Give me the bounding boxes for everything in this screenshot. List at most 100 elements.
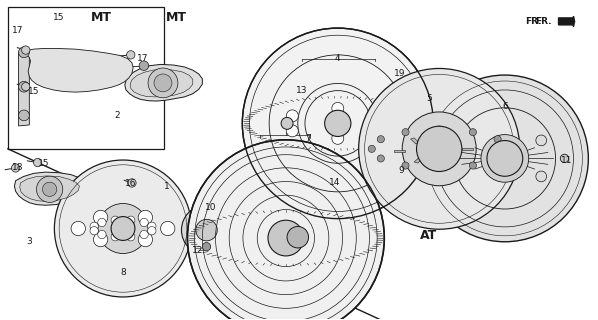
Ellipse shape	[503, 145, 510, 152]
Ellipse shape	[435, 164, 443, 172]
Text: 17: 17	[137, 54, 148, 63]
Ellipse shape	[98, 204, 148, 253]
Ellipse shape	[139, 61, 149, 70]
Ellipse shape	[390, 134, 399, 143]
Ellipse shape	[148, 227, 156, 235]
Ellipse shape	[54, 160, 191, 297]
Ellipse shape	[377, 110, 389, 122]
Polygon shape	[14, 172, 87, 205]
Ellipse shape	[148, 222, 156, 230]
Ellipse shape	[359, 68, 520, 229]
Ellipse shape	[90, 227, 98, 235]
Text: 1: 1	[164, 182, 169, 191]
Ellipse shape	[111, 217, 135, 240]
Text: 2: 2	[114, 111, 120, 120]
Ellipse shape	[536, 135, 547, 146]
Polygon shape	[130, 69, 193, 97]
Ellipse shape	[368, 145, 376, 152]
Bar	[395, 150, 405, 152]
Text: 16: 16	[125, 180, 136, 188]
Ellipse shape	[494, 155, 501, 162]
Ellipse shape	[377, 125, 389, 137]
Ellipse shape	[481, 135, 529, 182]
Ellipse shape	[22, 46, 30, 54]
Ellipse shape	[161, 221, 175, 236]
Text: 9: 9	[399, 166, 404, 175]
Ellipse shape	[422, 75, 588, 242]
Ellipse shape	[325, 110, 351, 136]
Ellipse shape	[402, 129, 409, 136]
Ellipse shape	[427, 153, 437, 164]
Text: 4: 4	[335, 53, 341, 62]
Bar	[8, 7, 164, 149]
Ellipse shape	[560, 154, 569, 163]
Ellipse shape	[487, 140, 523, 176]
Ellipse shape	[417, 126, 462, 172]
Ellipse shape	[268, 220, 304, 256]
Text: 7: 7	[306, 134, 312, 143]
Ellipse shape	[469, 129, 477, 136]
Ellipse shape	[281, 117, 293, 129]
Ellipse shape	[332, 102, 344, 114]
Text: MT: MT	[166, 11, 187, 24]
Bar	[444, 137, 453, 143]
Ellipse shape	[93, 232, 108, 247]
Ellipse shape	[469, 162, 477, 169]
Ellipse shape	[384, 113, 396, 125]
Ellipse shape	[332, 132, 344, 144]
Ellipse shape	[128, 179, 136, 187]
Text: 6: 6	[502, 102, 508, 111]
Text: FR.: FR.	[535, 17, 551, 26]
Ellipse shape	[402, 162, 409, 169]
Ellipse shape	[402, 112, 476, 186]
Ellipse shape	[33, 158, 42, 167]
Ellipse shape	[138, 232, 152, 247]
Text: 15: 15	[53, 13, 65, 22]
Ellipse shape	[140, 218, 148, 227]
Ellipse shape	[287, 227, 309, 248]
Ellipse shape	[286, 110, 298, 122]
Ellipse shape	[242, 28, 433, 219]
Ellipse shape	[435, 126, 443, 133]
Text: 15: 15	[28, 87, 39, 96]
Ellipse shape	[19, 81, 29, 92]
Ellipse shape	[127, 233, 135, 241]
Bar	[448, 156, 457, 162]
Ellipse shape	[377, 155, 385, 162]
Bar	[414, 157, 423, 163]
Ellipse shape	[111, 216, 120, 224]
Text: 15: 15	[38, 159, 50, 168]
Ellipse shape	[536, 171, 547, 182]
Text: FR.: FR.	[525, 17, 542, 26]
Ellipse shape	[22, 83, 30, 91]
Polygon shape	[20, 176, 80, 201]
Text: 13: 13	[296, 86, 308, 95]
Polygon shape	[125, 64, 202, 101]
Ellipse shape	[71, 221, 86, 236]
Ellipse shape	[36, 176, 63, 203]
FancyArrow shape	[559, 16, 575, 27]
Text: 19: 19	[393, 69, 405, 78]
Ellipse shape	[187, 140, 385, 320]
Text: 10: 10	[205, 203, 216, 212]
Ellipse shape	[90, 222, 98, 230]
Ellipse shape	[127, 51, 135, 59]
Ellipse shape	[202, 243, 210, 251]
Text: 12: 12	[192, 246, 203, 255]
Polygon shape	[19, 51, 29, 126]
Text: 8: 8	[120, 268, 126, 277]
Ellipse shape	[138, 210, 152, 225]
Ellipse shape	[377, 136, 385, 143]
Text: 11: 11	[560, 156, 572, 165]
Ellipse shape	[196, 220, 217, 241]
Text: MT: MT	[90, 11, 111, 24]
Ellipse shape	[286, 125, 298, 137]
Ellipse shape	[154, 74, 172, 92]
Text: 14: 14	[329, 179, 340, 188]
Ellipse shape	[19, 47, 29, 58]
Ellipse shape	[140, 230, 148, 239]
Bar	[411, 138, 420, 144]
Ellipse shape	[97, 230, 106, 239]
Ellipse shape	[494, 136, 501, 143]
Ellipse shape	[111, 233, 120, 241]
